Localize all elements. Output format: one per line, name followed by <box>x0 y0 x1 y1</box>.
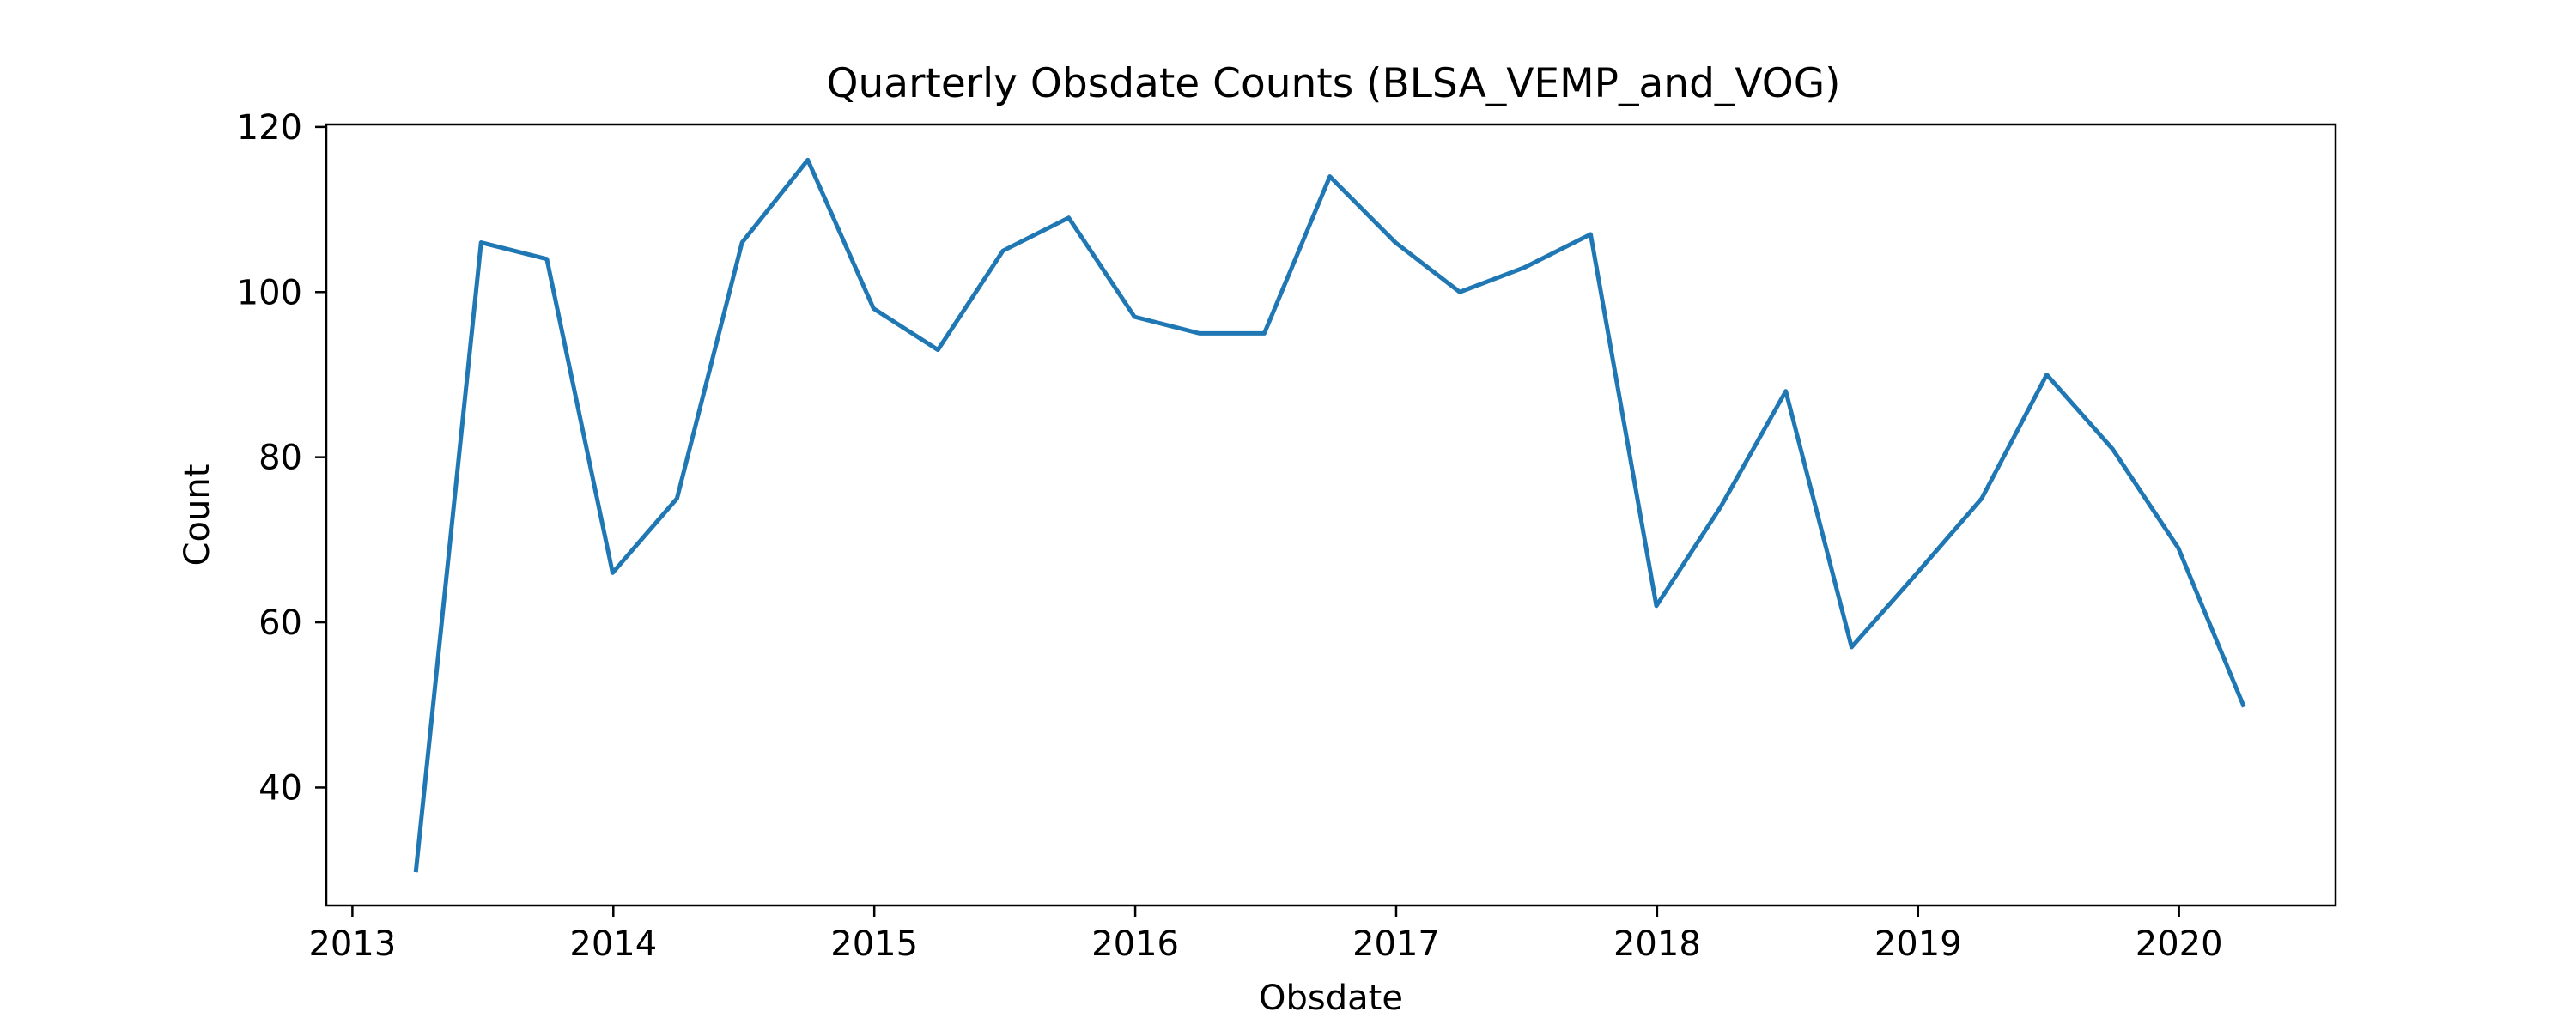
y-tick-label: 60 <box>258 603 302 643</box>
series-layer <box>413 157 2246 873</box>
plot-frame <box>325 123 2337 907</box>
y-tick-label: 120 <box>237 108 302 148</box>
x-tick-label: 2018 <box>1613 924 1701 964</box>
x-tick-label: 2013 <box>308 924 396 964</box>
y-tick-label: 100 <box>237 273 302 312</box>
x-axis: 2013 2014 2015 2016 2017 2018 2019 2020 <box>308 906 2223 964</box>
x-tick-label: 2017 <box>1352 924 1440 964</box>
y-axis: 40 60 80 100 120 <box>237 108 326 808</box>
x-tick-label: 2015 <box>830 924 918 964</box>
series-line-0 <box>413 157 2246 873</box>
x-tick-label: 2020 <box>2136 924 2223 964</box>
chart-title: Quarterly Obsdate Counts (BLSA_VEMP_and_… <box>827 60 1841 107</box>
y-axis-label: Count <box>178 464 217 566</box>
x-tick-label: 2016 <box>1091 924 1179 964</box>
y-tick-label: 80 <box>258 439 302 478</box>
y-tick-label: 40 <box>258 768 302 808</box>
x-tick-label: 2014 <box>569 924 657 964</box>
x-tick-label: 2019 <box>1874 924 1962 964</box>
x-axis-label: Obsdate <box>1259 978 1403 1018</box>
